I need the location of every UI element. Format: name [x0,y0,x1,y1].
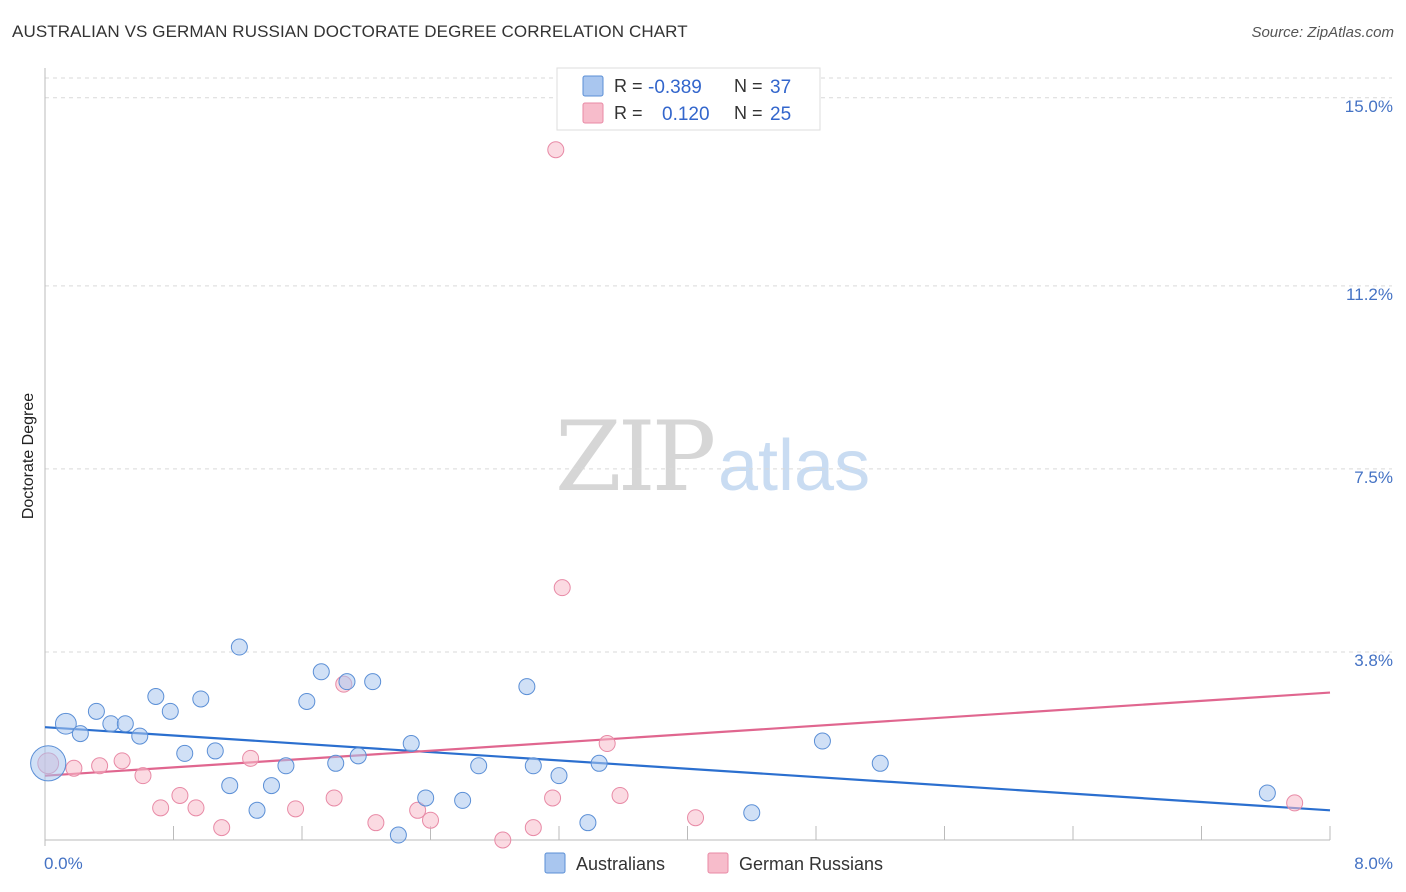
australian-point-0 [30,745,67,782]
legend-n-label-1: N = [734,76,763,96]
y-tick-label-3: 15.0% [1345,97,1393,116]
australian-point-6 [131,727,149,745]
german-russian-point-5 [152,799,170,817]
australian-point-1 [54,712,77,735]
source-label: Source: ZipAtlas.com [1251,24,1394,41]
legend-swatch-australians [582,75,604,97]
chart-title: AUSTRALIAN VS GERMAN RUSSIAN DOCTORATE D… [12,22,688,41]
australian-point-28 [518,678,536,696]
australian-point-26 [454,791,472,809]
australian-point-31 [579,814,597,832]
german-russian-point-11 [325,789,343,807]
german-russian-point-20 [553,579,571,597]
data-points [30,141,1304,849]
y-tick-label-1: 7.5% [1354,468,1393,487]
australian-point-30 [550,767,568,785]
australian-point-22 [364,673,382,691]
legend-n-label-2: N = [734,103,763,123]
australian-point-17 [298,692,316,710]
australian-point-32 [590,754,608,772]
australian-point-7 [147,688,165,706]
german-russian-point-6 [171,786,189,804]
x-tick-label-min: 0.0% [44,854,83,873]
german-russian-point-13 [367,814,385,832]
german-russian-point-19 [547,141,565,159]
australian-point-8 [161,702,179,720]
german-russian-point-14 [409,801,427,819]
german-russian-point-4 [134,767,152,785]
australian-point-15 [262,777,280,795]
legend-swatch-german-russians [582,102,604,124]
bottom-legend: Australians German Russians [544,852,883,874]
australian-point-33 [743,804,761,822]
australian-point-4 [102,715,120,733]
german-russian-point-9 [242,749,260,767]
bottom-legend-swatch-australians [544,852,566,874]
australian-point-19 [327,754,345,772]
australian-point-14 [248,801,266,819]
german-russian-point-2 [91,757,109,775]
australian-point-34 [813,732,831,750]
german-russian-point-3 [113,752,131,770]
legend: R = -0.389 N = 37 R = 0.120 N = 25 [556,67,821,131]
german-russian-point-17 [524,819,542,837]
y-axis-title: Doctorate Degree [20,393,37,519]
trend-line-german-russians [44,691,1331,777]
legend-n-value-1: 37 [770,77,791,98]
australian-point-29 [524,757,542,775]
legend-n-value-2: 25 [770,104,791,125]
australian-point-21 [349,747,367,765]
german-russian-point-1 [65,759,83,777]
australian-point-13 [230,638,248,656]
australian-point-23 [402,735,420,753]
german-russian-point-18 [544,789,562,807]
australian-point-2 [71,725,89,743]
trend-lines [44,691,1331,812]
legend-r-value-2: 0.120 [662,104,710,125]
german-russian-point-7 [187,799,205,817]
australian-point-5 [116,715,134,733]
german-russian-point-24 [1286,794,1304,812]
legend-r-value-1: -0.389 [648,77,702,98]
x-tick-label-max: 8.0% [1354,854,1393,873]
legend-r-label-1: R = [614,76,643,96]
german-russian-point-16 [494,831,512,849]
australian-point-11 [206,742,224,760]
german-russian-point-21 [598,735,616,753]
australian-point-20 [338,673,356,691]
watermark-zip: ZIP [555,401,714,513]
bottom-legend-label-german-russians: German Russians [739,854,883,874]
german-russian-point-15 [422,811,439,829]
australian-point-25 [417,789,435,807]
y-tick-label-0: 3.8% [1354,651,1393,670]
australian-point-18 [312,663,330,681]
bottom-legend-swatch-german-russians [707,852,729,874]
y-tick-labels: 3.8% 7.5% 11.2% 15.0% [1345,97,1393,670]
australian-point-12 [221,777,239,795]
trend-line-australians [44,726,1331,812]
australian-point-27 [470,757,488,775]
german-russian-point-8 [213,819,231,837]
australian-point-10 [192,690,210,708]
german-russian-point-22 [611,786,629,804]
german-russian-point-10 [287,800,305,818]
australian-point-3 [87,702,105,720]
australian-point-36 [1258,784,1276,802]
y-tick-label-2: 11.2% [1346,285,1393,304]
australian-point-16 [277,757,295,775]
australian-point-24 [389,826,407,844]
grid-lines [45,77,1392,653]
bottom-legend-label-australians: Australians [576,854,665,874]
watermark: ZIP atlas [555,401,870,513]
german-russian-point-23 [687,809,705,827]
watermark-atlas: atlas [718,426,870,506]
australian-point-9 [176,744,194,762]
australian-point-35 [871,754,889,772]
legend-r-label-2: R = [614,103,643,123]
